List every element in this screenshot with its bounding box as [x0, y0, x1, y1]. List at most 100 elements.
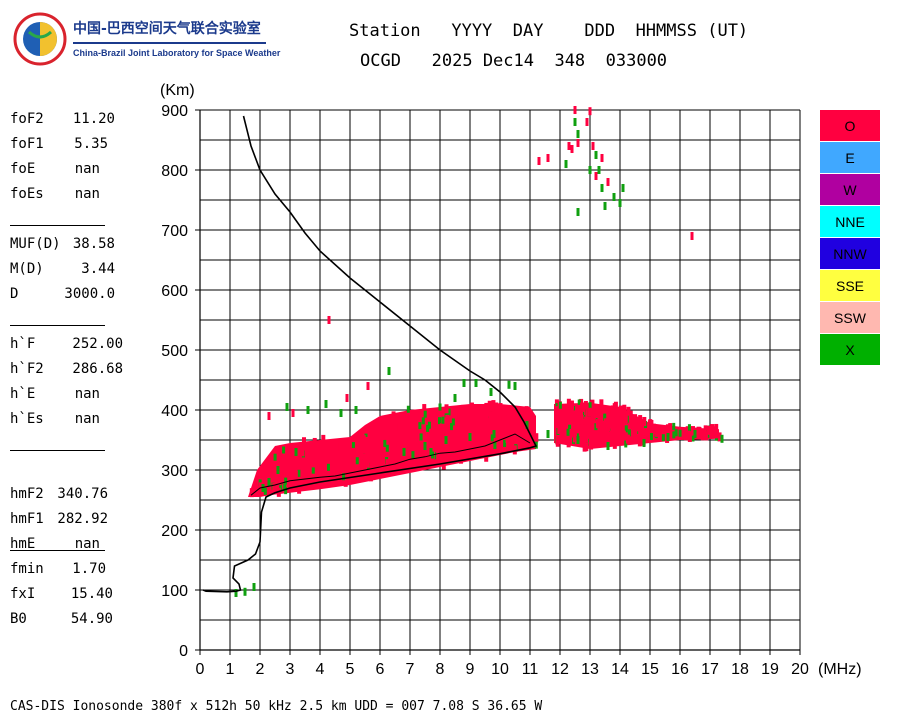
legend-item: E: [820, 142, 880, 173]
echo-mark-o: [343, 477, 348, 487]
echo-mark-o: [522, 429, 527, 439]
echo-mark-o: [402, 454, 407, 464]
echo-point: [507, 380, 511, 389]
legend-item: SSW: [820, 302, 880, 333]
echo-mark-o: [478, 432, 483, 442]
echo-point: [576, 208, 580, 216]
echo-mark-o: [625, 434, 630, 444]
echo-mark-x: [438, 403, 442, 411]
echo-point: [588, 107, 592, 116]
echo-mark-o: [555, 435, 560, 445]
echo-point: [285, 403, 289, 411]
echo-point: [612, 193, 616, 201]
echo-mark-o: [484, 452, 489, 462]
echo-point: [468, 433, 472, 441]
echo-mark-o: [588, 414, 593, 424]
echo-mark-o: [594, 404, 599, 414]
echo-mark-x: [447, 408, 451, 416]
echo-point: [546, 430, 550, 438]
echo-point: [594, 151, 598, 159]
echo-point: [537, 157, 541, 165]
x-axis-label: (MHz): [818, 661, 862, 678]
echo-mark-o: [430, 424, 435, 434]
echo-mark-x: [418, 422, 422, 430]
echo-point: [567, 142, 571, 150]
echo-point: [693, 430, 697, 438]
echo-mark-o: [581, 406, 586, 416]
echo-point: [618, 199, 622, 207]
echo-point: [720, 434, 724, 443]
echo-mark-o: [578, 436, 583, 446]
echo-mark-o: [506, 415, 511, 425]
echo-mark-o: [385, 459, 390, 469]
echo-mark-o: [579, 430, 584, 440]
x-tick-label: 7: [406, 661, 415, 678]
legend-label: O: [844, 117, 856, 134]
echo-point: [453, 394, 457, 402]
param-value: 5.35: [74, 136, 108, 152]
echo-point: [600, 154, 604, 162]
param-label: foF1: [10, 136, 44, 152]
profile-line: [202, 115, 538, 593]
echo-mark-o: [375, 438, 380, 448]
echo-mark-x: [627, 429, 631, 437]
x-tick-label: 14: [611, 661, 629, 678]
echo-mark-o: [496, 431, 501, 441]
echo-mark-o: [341, 447, 346, 457]
echo-point: [603, 202, 607, 210]
echo-mark-o: [434, 440, 439, 450]
echo-mark-o: [605, 435, 610, 445]
echo-mark-x: [490, 434, 494, 442]
echo-point: [597, 166, 601, 174]
echo-mark-o: [461, 415, 466, 425]
param-value: 54.90: [70, 611, 113, 627]
echo-mark-o: [308, 480, 313, 490]
echo-mark-o: [457, 444, 462, 454]
param-separator: [10, 550, 105, 551]
echo-mark-x: [411, 451, 415, 459]
param-value: nan: [74, 411, 100, 427]
echo-mark-o: [404, 415, 409, 425]
param-value: 15.40: [70, 586, 113, 602]
echo-point: [576, 139, 580, 147]
x-tick-label: 9: [466, 661, 475, 678]
echo-mark-o: [262, 467, 267, 477]
param-value: nan: [74, 536, 100, 552]
echo-mark-o: [401, 419, 406, 429]
echo-point: [513, 382, 517, 390]
echo-mark-o: [615, 409, 620, 419]
echo-mark-o: [590, 412, 595, 422]
param-value: nan: [74, 161, 100, 177]
echo-mark-o: [700, 431, 705, 441]
echo-mark-o: [395, 437, 400, 447]
echo-mark-x: [566, 428, 570, 436]
echo-mark-o: [392, 450, 397, 460]
echo-mark-o: [289, 449, 294, 459]
echo-mark-o: [471, 420, 476, 430]
echo-mark-o: [599, 420, 604, 430]
echo-mark-o: [599, 407, 604, 417]
echo-mark-o: [630, 418, 635, 428]
x-tick-label: 2: [256, 661, 265, 678]
echo-mark-o: [269, 457, 274, 467]
y-tick-label: 600: [161, 283, 188, 300]
echo-mark-x: [577, 399, 581, 407]
echo-mark-o: [680, 430, 685, 440]
echo-mark-o: [594, 437, 599, 447]
echo-mark-o: [626, 406, 631, 416]
echo-mark-o: [524, 407, 529, 417]
echo-mark-o: [438, 438, 443, 448]
echo-mark-o: [406, 410, 411, 420]
echo-mark-o: [311, 458, 316, 468]
echo-mark-o: [621, 430, 626, 440]
echo-mark-o: [603, 418, 608, 428]
echo-mark-o: [599, 428, 604, 438]
echo-point: [462, 379, 466, 387]
echo-mark-o: [441, 460, 446, 470]
echo-mark-o: [637, 437, 642, 447]
echo-mark-o: [315, 454, 320, 464]
echo-mark-o: [638, 430, 643, 440]
echo-mark-o: [270, 467, 275, 477]
echo-mark-o: [469, 422, 474, 432]
echo-mark-x: [311, 466, 315, 474]
